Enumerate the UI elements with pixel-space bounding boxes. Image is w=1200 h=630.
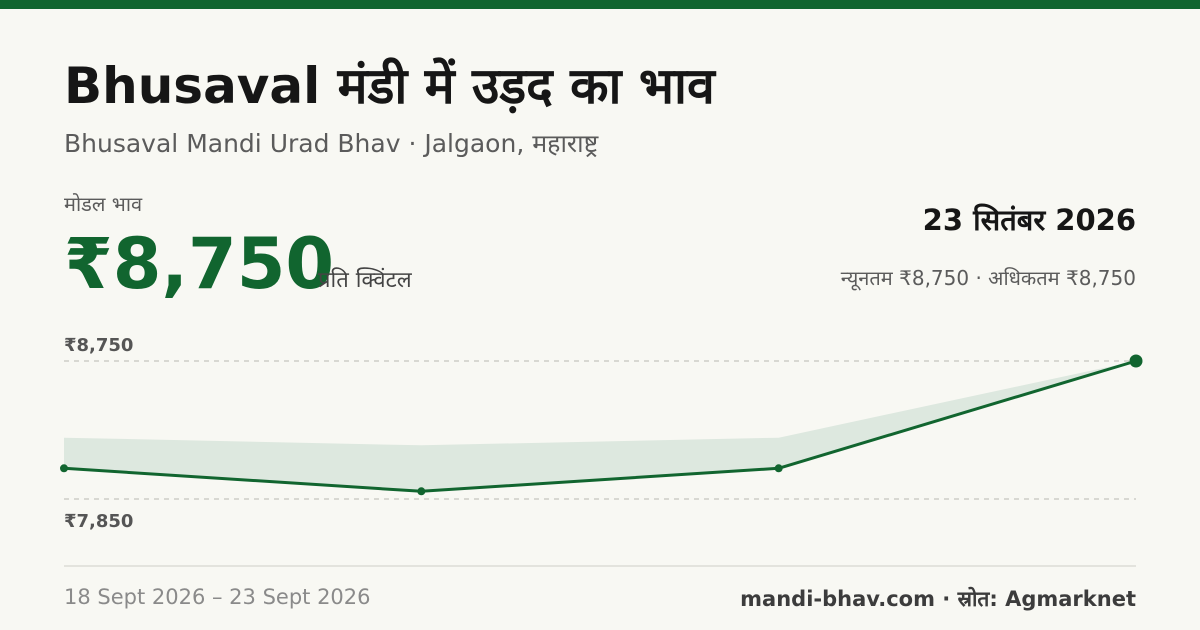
data-point-3 [774,464,783,473]
price-range-band [64,361,1136,492]
top-accent-bar [0,0,1200,9]
page-subtitle: Bhusaval Mandi Urad Bhav · Jalgaon, महार… [64,129,599,158]
min-max-price: न्यूनतम ₹8,750 · अधिकतम ₹8,750 [840,266,1136,290]
price-trend-chart: ₹8,750 ₹7,850 [60,335,1143,567]
data-points [60,354,1143,496]
y-tick-label-min: ₹7,850 [64,511,133,532]
page-title: Bhusaval मंडी में उड़द का भाव [64,57,715,115]
source-credit: mandi-bhav.com · स्रोत: Agmarknet [740,587,1136,611]
y-tick-label-max: ₹8,750 [64,335,133,356]
modal-price-value: ₹8,750 [64,223,335,305]
price-unit: प्रति क्विंटल [318,268,412,293]
price-date: 23 सितंबर 2026 [922,203,1136,237]
data-point-2 [417,487,426,496]
modal-price-line [63,359,1137,493]
date-range: 18 Sept 2026 – 23 Sept 2026 [64,585,371,609]
data-point-4 [1129,354,1143,368]
modal-price-label: मोडल भाव [64,192,143,216]
data-point-1 [60,464,68,473]
